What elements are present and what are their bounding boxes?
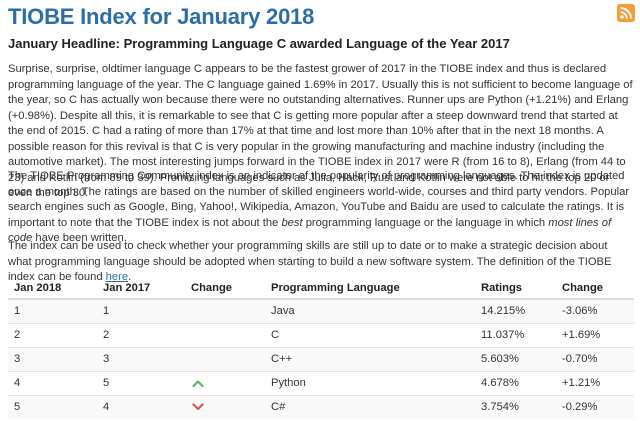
language-name: C++ xyxy=(265,346,475,371)
change-cell xyxy=(185,346,265,371)
header-jan-2017[interactable]: Jan 2017 xyxy=(97,277,185,300)
rating-change: +1.69% xyxy=(556,322,634,347)
rank-2017: 3 xyxy=(97,346,185,371)
rank-2017: 2 xyxy=(97,322,185,347)
table-row: 5 4 C# 3.754% -0.29% xyxy=(8,394,634,419)
change-cell xyxy=(185,322,265,347)
rss-icon[interactable] xyxy=(617,4,635,22)
intro-paragraph: Surprise, surprise, oldtimer language C … xyxy=(8,63,633,199)
header-change[interactable]: Change xyxy=(185,277,265,300)
header-jan-2018[interactable]: Jan 2018 xyxy=(8,277,97,300)
usage-paragraph: The index can be used to check whether y… xyxy=(8,239,634,283)
description-text-2: programming language or the language in … xyxy=(302,216,549,229)
description-text-1: The TIOBE Programming Community index is… xyxy=(8,170,630,229)
rank-2018: 1 xyxy=(8,298,97,323)
description-text-3: have been written. xyxy=(32,232,127,244)
arrow-up-icon xyxy=(192,380,204,388)
page-title: TIOBE Index for January 2018 xyxy=(8,4,315,29)
header-language[interactable]: Programming Language xyxy=(265,277,475,300)
rating-change: -3.06% xyxy=(556,298,634,323)
rating-value: 11.037% xyxy=(475,322,556,347)
header-ratings[interactable]: Ratings xyxy=(475,277,556,300)
rank-2018: 3 xyxy=(8,346,97,371)
language-name: C# xyxy=(265,394,475,419)
rank-2017: 5 xyxy=(97,370,185,395)
rank-2018: 5 xyxy=(8,394,97,419)
language-name: Python xyxy=(265,370,475,395)
table-row: 2 2 C 11.037% +1.69% xyxy=(8,322,634,347)
rating-value: 14.215% xyxy=(475,298,556,323)
change-cell xyxy=(185,298,265,323)
change-cell xyxy=(185,394,265,419)
headline: January Headline: Programming Language C… xyxy=(8,36,510,51)
rank-2018: 4 xyxy=(8,370,97,395)
emphasis-most-lines: most lines of code xyxy=(8,216,612,245)
header-rating-change[interactable]: Change xyxy=(556,277,634,300)
rank-2017: 4 xyxy=(97,394,185,419)
table-header-row: Jan 2018 Jan 2017 Change Programming Lan… xyxy=(8,277,634,300)
rating-value: 4.678% xyxy=(475,370,556,395)
rating-change: -0.29% xyxy=(556,394,634,419)
table-row: 1 1 Java 14.215% -3.06% xyxy=(8,298,634,323)
change-cell xyxy=(185,370,265,395)
language-name: Java xyxy=(265,298,475,323)
rank-2017: 1 xyxy=(97,298,185,323)
language-name: C xyxy=(265,322,475,347)
ranking-table: Jan 2018 Jan 2017 Change Programming Lan… xyxy=(8,277,634,419)
table-row: 4 5 Python 4.678% +1.21% xyxy=(8,370,634,395)
rating-change: +1.21% xyxy=(556,370,634,395)
rank-2018: 2 xyxy=(8,322,97,347)
description-paragraph: The TIOBE Programming Community index is… xyxy=(8,169,634,244)
table-row: 3 3 C++ 5.603% -0.70% xyxy=(8,346,634,371)
rating-value: 5.603% xyxy=(475,346,556,371)
rating-value: 3.754% xyxy=(475,394,556,419)
emphasis-best: best xyxy=(281,216,303,229)
rating-change: -0.70% xyxy=(556,346,634,371)
arrow-down-icon xyxy=(192,403,204,411)
